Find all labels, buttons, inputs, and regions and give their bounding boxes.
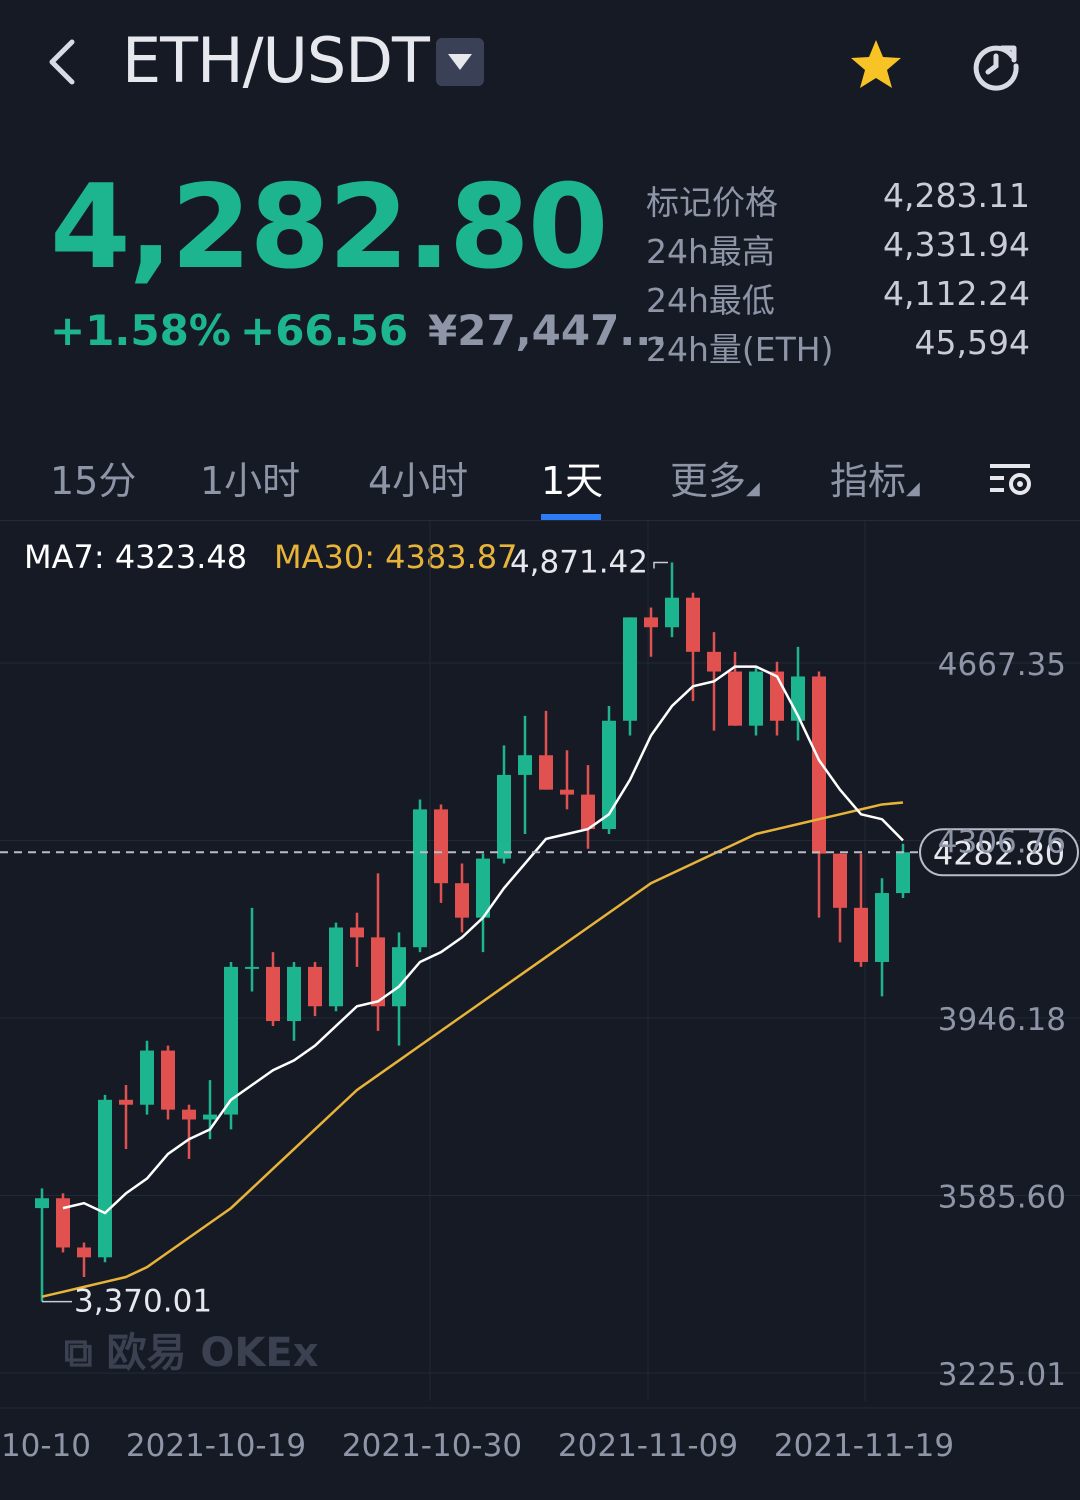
y-tick-label: 4306.76 bbox=[938, 825, 1066, 861]
stat-24h-volume: 24h量(ETH) 45,594 bbox=[646, 323, 1030, 369]
change-percent: +1.58% bbox=[50, 306, 231, 355]
timeframe-tabs: 15分 1小时 4小时 1天 更多◢ 指标◢ bbox=[0, 440, 1080, 520]
dropdown-icon[interactable] bbox=[436, 38, 484, 86]
y-tick-label: 3585.60 bbox=[938, 1179, 1066, 1215]
candle-body bbox=[581, 794, 595, 830]
y-tick-label: 4667.35 bbox=[938, 647, 1066, 683]
stat-24h-high: 24h最高 4,331.94 bbox=[646, 225, 1030, 271]
candle-body bbox=[203, 1114, 217, 1120]
candle-body bbox=[182, 1109, 196, 1120]
stat-mark-price: 标记价格 4,283.11 bbox=[646, 176, 1030, 222]
watermark-text: ⧉ 欧易 OKEx bbox=[64, 1330, 319, 1376]
candle-body bbox=[854, 907, 868, 962]
candle-body bbox=[77, 1247, 91, 1258]
candle-body bbox=[371, 937, 385, 1007]
candlestick-chart[interactable]: ⧉ 欧易 OKEx 4282.80 4667.35 4306.76 3946.18 358… bbox=[0, 521, 1080, 1500]
active-tab-indicator bbox=[541, 514, 601, 520]
candle-body bbox=[119, 1099, 133, 1105]
candle-body bbox=[812, 676, 826, 854]
tab-4h[interactable]: 4小时 bbox=[368, 459, 469, 503]
tab-1h[interactable]: 1小时 bbox=[200, 459, 301, 503]
star-icon[interactable] bbox=[846, 34, 906, 94]
candle-body bbox=[308, 966, 322, 1007]
tab-1d[interactable]: 1天 bbox=[541, 459, 604, 503]
candle-body bbox=[56, 1198, 70, 1248]
ma30-line bbox=[41, 801, 904, 1298]
x-tick-label: 10-10 bbox=[1, 1428, 91, 1464]
candle-body bbox=[476, 858, 490, 918]
candle-body bbox=[224, 966, 238, 1115]
y-tick-label: 3946.18 bbox=[938, 1002, 1066, 1038]
change-absolute: +66.56 bbox=[240, 306, 409, 355]
header: ETH/USDT bbox=[0, 0, 1080, 130]
candle-body bbox=[245, 966, 259, 969]
tab-15m[interactable]: 15分 bbox=[50, 459, 137, 503]
y-tick-label: 3225.01 bbox=[938, 1357, 1066, 1393]
ma7-line bbox=[62, 665, 904, 1215]
pair-title[interactable]: ETH/USDT bbox=[122, 24, 430, 97]
candle-body bbox=[497, 774, 511, 859]
candle-body bbox=[707, 651, 721, 672]
ma30-label: MA30: 4383.87 bbox=[274, 538, 518, 576]
candle-body bbox=[350, 927, 364, 938]
candle-body bbox=[602, 720, 616, 830]
candle-body bbox=[35, 1198, 49, 1209]
tabs-divider bbox=[0, 520, 1080, 521]
candle-body bbox=[896, 852, 910, 894]
candle-body bbox=[98, 1099, 112, 1258]
candle-body bbox=[833, 853, 847, 908]
last-price: 4,282.80 bbox=[50, 160, 608, 295]
tab-more[interactable]: 更多◢ bbox=[670, 459, 760, 503]
high-marker-line bbox=[653, 561, 668, 569]
x-tick-label: 2021-10-19 bbox=[126, 1428, 306, 1464]
candle-body bbox=[728, 671, 742, 726]
candle-body bbox=[875, 893, 889, 962]
candle-body bbox=[413, 809, 427, 948]
back-arrow-icon[interactable] bbox=[36, 32, 96, 92]
candle-body bbox=[329, 927, 343, 1007]
candle-body bbox=[686, 597, 700, 652]
ma7-label: MA7: 4323.48 bbox=[24, 538, 248, 576]
ticker-stats: 标记价格 4,283.11 24h最高 4,331.94 24h最低 4,112.24… bbox=[646, 176, 1030, 372]
candle-body bbox=[623, 617, 637, 721]
candle-body bbox=[665, 597, 679, 628]
candle-body bbox=[161, 1050, 175, 1110]
candle-body bbox=[644, 617, 658, 628]
refresh-icon[interactable] bbox=[966, 34, 1026, 94]
candle-body bbox=[560, 789, 574, 795]
candle-body bbox=[539, 755, 553, 790]
low-price-label: 3,370.01 bbox=[74, 1284, 212, 1320]
last-price-badge bbox=[919, 828, 1079, 877]
price-cny: ¥27,447... bbox=[428, 306, 668, 355]
candle-body bbox=[518, 755, 532, 775]
candle-body bbox=[434, 809, 448, 884]
last-price-label: 4282.80 bbox=[933, 834, 1065, 872]
candle-body bbox=[392, 947, 406, 1007]
high-price-label: 4,871.42 bbox=[510, 545, 648, 581]
chart-settings-icon[interactable] bbox=[986, 454, 1036, 504]
x-tick-label: 2021-10-30 bbox=[342, 1428, 522, 1464]
stat-24h-low: 24h最低 4,112.24 bbox=[646, 274, 1030, 320]
candle-body bbox=[749, 671, 763, 726]
tab-indicators[interactable]: 指标◢ bbox=[830, 459, 920, 503]
x-tick-label: 2021-11-09 bbox=[558, 1428, 738, 1464]
candle-body bbox=[287, 966, 301, 1022]
candle-body bbox=[140, 1050, 154, 1105]
candle-body bbox=[266, 966, 280, 1022]
x-tick-label: 2021-11-19 bbox=[774, 1428, 954, 1464]
candle-body bbox=[455, 883, 469, 918]
